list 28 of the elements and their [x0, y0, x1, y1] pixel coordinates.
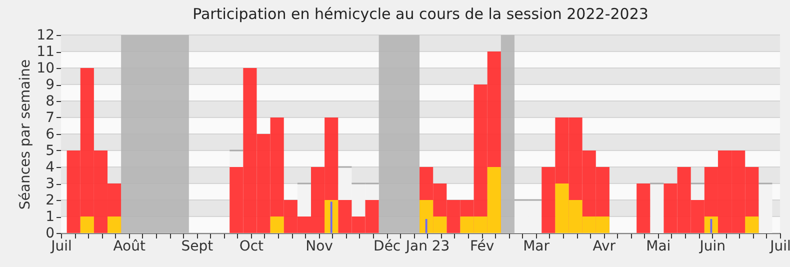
- x-tick-label: Août: [113, 238, 146, 254]
- chart-title: Participation en hémicycle au cours de la session 2022-2023: [192, 5, 648, 23]
- y-tick-label: 10: [36, 60, 54, 76]
- y-tick-label: 9: [46, 77, 54, 93]
- y-tick-label: 5: [46, 143, 54, 159]
- x-tick-label: Nov: [306, 238, 333, 254]
- y-tick-label: 4: [46, 160, 55, 176]
- x-tick-label: Déc: [374, 238, 401, 254]
- x-tick-label: Sept: [181, 238, 214, 254]
- x-tick-label: Avr: [592, 238, 616, 254]
- y-tick-label: 11: [36, 44, 54, 60]
- y-tick-label: 3: [46, 176, 54, 192]
- x-tick-label: Mai: [646, 238, 671, 254]
- y-tick-label: 8: [46, 94, 54, 110]
- x-tick-label: Fév: [470, 238, 494, 254]
- y-tick-label: 7: [46, 110, 54, 126]
- x-tick-label: Juin: [698, 238, 726, 254]
- x-tick-label: Oct: [239, 238, 264, 254]
- x-tick-label: Mar: [523, 238, 550, 254]
- y-axis-title: Séances par semaine: [18, 59, 34, 210]
- y-tick-label: 1: [46, 209, 54, 225]
- x-tick-label: Juil: [50, 238, 72, 254]
- x-tick-label: Juil: [769, 238, 790, 254]
- y-tick-label: 0: [46, 226, 54, 242]
- y-tick-label: 12: [36, 28, 54, 44]
- x-tick-label: Jan 23: [404, 238, 450, 254]
- y-tick-label: 6: [46, 126, 55, 142]
- y-tick-label: 2: [46, 192, 54, 208]
